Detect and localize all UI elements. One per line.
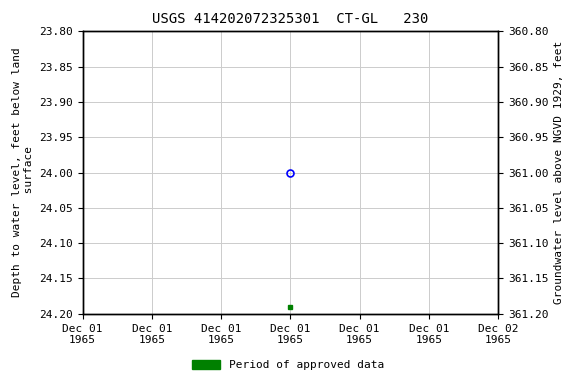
Legend: Period of approved data: Period of approved data (188, 356, 388, 375)
Y-axis label: Depth to water level, feet below land
 surface: Depth to water level, feet below land su… (12, 48, 33, 298)
Y-axis label: Groundwater level above NGVD 1929, feet: Groundwater level above NGVD 1929, feet (554, 41, 564, 304)
Title: USGS 414202072325301  CT-GL   230: USGS 414202072325301 CT-GL 230 (152, 12, 429, 26)
